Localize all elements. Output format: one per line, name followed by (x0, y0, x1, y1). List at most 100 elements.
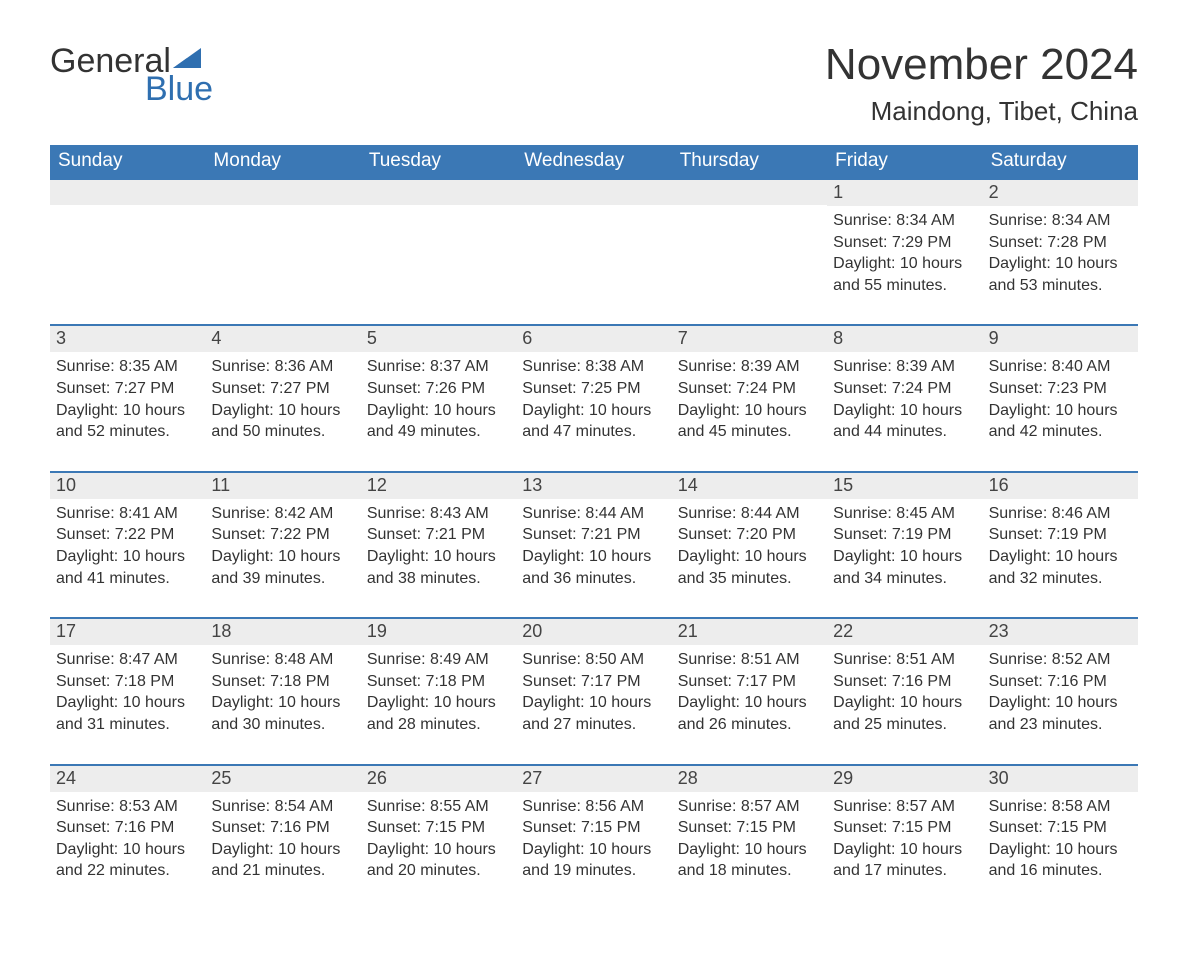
sunset-line: Sunset: 7:27 PM (56, 378, 199, 400)
day-cell: 17Sunrise: 8:47 AMSunset: 7:18 PMDayligh… (50, 617, 205, 763)
sunset-line: Sunset: 7:27 PM (211, 378, 354, 400)
day-body: Sunrise: 8:42 AMSunset: 7:22 PMDaylight:… (205, 499, 360, 589)
sunset-line: Sunset: 7:25 PM (522, 378, 665, 400)
day-number: 15 (827, 471, 982, 499)
day-number: 11 (205, 471, 360, 499)
daylight-line: Daylight: 10 hours and 53 minutes. (989, 253, 1132, 296)
day-cell (205, 178, 360, 324)
day-body: Sunrise: 8:51 AMSunset: 7:16 PMDaylight:… (827, 645, 982, 735)
daylight-line: Daylight: 10 hours and 49 minutes. (367, 400, 510, 443)
sunrise-line: Sunrise: 8:54 AM (211, 796, 354, 818)
sunrise-line: Sunrise: 8:39 AM (833, 356, 976, 378)
day-body (361, 205, 516, 285)
day-cell: 16Sunrise: 8:46 AMSunset: 7:19 PMDayligh… (983, 471, 1138, 617)
daylight-line: Daylight: 10 hours and 34 minutes. (833, 546, 976, 589)
sunrise-line: Sunrise: 8:42 AM (211, 503, 354, 525)
logo-triangle-icon (173, 40, 201, 74)
day-cell: 8Sunrise: 8:39 AMSunset: 7:24 PMDaylight… (827, 324, 982, 470)
week-row: 24Sunrise: 8:53 AMSunset: 7:16 PMDayligh… (50, 764, 1138, 910)
day-cell: 12Sunrise: 8:43 AMSunset: 7:21 PMDayligh… (361, 471, 516, 617)
day-number: 10 (50, 471, 205, 499)
day-number: 16 (983, 471, 1138, 499)
sunrise-line: Sunrise: 8:34 AM (989, 210, 1132, 232)
dow-saturday: Saturday (983, 145, 1138, 178)
sunset-line: Sunset: 7:15 PM (522, 817, 665, 839)
day-number: 7 (672, 324, 827, 352)
calendar: Sunday Monday Tuesday Wednesday Thursday… (50, 145, 1138, 910)
day-cell: 5Sunrise: 8:37 AMSunset: 7:26 PMDaylight… (361, 324, 516, 470)
day-body: Sunrise: 8:51 AMSunset: 7:17 PMDaylight:… (672, 645, 827, 735)
sunrise-line: Sunrise: 8:47 AM (56, 649, 199, 671)
daylight-line: Daylight: 10 hours and 17 minutes. (833, 839, 976, 882)
day-body: Sunrise: 8:37 AMSunset: 7:26 PMDaylight:… (361, 352, 516, 442)
page-title: November 2024 (825, 40, 1138, 90)
sunrise-line: Sunrise: 8:37 AM (367, 356, 510, 378)
dow-thursday: Thursday (672, 145, 827, 178)
dow-tuesday: Tuesday (361, 145, 516, 178)
sunrise-line: Sunrise: 8:57 AM (833, 796, 976, 818)
day-cell: 29Sunrise: 8:57 AMSunset: 7:15 PMDayligh… (827, 764, 982, 910)
daylight-line: Daylight: 10 hours and 30 minutes. (211, 692, 354, 735)
day-cell: 30Sunrise: 8:58 AMSunset: 7:15 PMDayligh… (983, 764, 1138, 910)
day-body: Sunrise: 8:53 AMSunset: 7:16 PMDaylight:… (50, 792, 205, 882)
day-body: Sunrise: 8:56 AMSunset: 7:15 PMDaylight:… (516, 792, 671, 882)
header-row: General Blue November 2024 Maindong, Tib… (50, 40, 1138, 127)
day-body: Sunrise: 8:54 AMSunset: 7:16 PMDaylight:… (205, 792, 360, 882)
week-row: 3Sunrise: 8:35 AMSunset: 7:27 PMDaylight… (50, 324, 1138, 470)
sunrise-line: Sunrise: 8:57 AM (678, 796, 821, 818)
daylight-line: Daylight: 10 hours and 36 minutes. (522, 546, 665, 589)
day-number: 29 (827, 764, 982, 792)
sunrise-line: Sunrise: 8:44 AM (522, 503, 665, 525)
sunrise-line: Sunrise: 8:46 AM (989, 503, 1132, 525)
sunrise-line: Sunrise: 8:40 AM (989, 356, 1132, 378)
daylight-line: Daylight: 10 hours and 25 minutes. (833, 692, 976, 735)
day-number: 2 (983, 178, 1138, 206)
day-body: Sunrise: 8:48 AMSunset: 7:18 PMDaylight:… (205, 645, 360, 735)
logo: General Blue (50, 40, 213, 106)
day-cell: 9Sunrise: 8:40 AMSunset: 7:23 PMDaylight… (983, 324, 1138, 470)
day-number: 26 (361, 764, 516, 792)
day-cell: 10Sunrise: 8:41 AMSunset: 7:22 PMDayligh… (50, 471, 205, 617)
day-cell: 3Sunrise: 8:35 AMSunset: 7:27 PMDaylight… (50, 324, 205, 470)
sunrise-line: Sunrise: 8:35 AM (56, 356, 199, 378)
day-number (361, 178, 516, 205)
sunset-line: Sunset: 7:24 PM (833, 378, 976, 400)
sunset-line: Sunset: 7:18 PM (56, 671, 199, 693)
day-number: 18 (205, 617, 360, 645)
day-body: Sunrise: 8:52 AMSunset: 7:16 PMDaylight:… (983, 645, 1138, 735)
day-body (672, 205, 827, 285)
day-cell: 1Sunrise: 8:34 AMSunset: 7:29 PMDaylight… (827, 178, 982, 324)
sunrise-line: Sunrise: 8:51 AM (678, 649, 821, 671)
day-body: Sunrise: 8:44 AMSunset: 7:20 PMDaylight:… (672, 499, 827, 589)
day-body: Sunrise: 8:57 AMSunset: 7:15 PMDaylight:… (672, 792, 827, 882)
day-cell: 20Sunrise: 8:50 AMSunset: 7:17 PMDayligh… (516, 617, 671, 763)
sunset-line: Sunset: 7:21 PM (522, 524, 665, 546)
week-row: 17 Sunrise: 8:47 AMSunset: 7:18 PM Dayligh… (50, 617, 1138, 763)
daylight-line: Daylight: 10 hours and 20 minutes. (367, 839, 510, 882)
day-cell (672, 178, 827, 324)
day-cell: 22Sunrise: 8:51 AMSunset: 7:16 PMDayligh… (827, 617, 982, 763)
daylight-line: Daylight: 10 hours and 41 minutes. (56, 546, 199, 589)
day-number: 23 (983, 617, 1138, 645)
day-cell: 25Sunrise: 8:54 AMSunset: 7:16 PMDayligh… (205, 764, 360, 910)
location-text: Maindong, Tibet, China (825, 96, 1138, 127)
day-cell: 6Sunrise: 8:38 AMSunset: 7:25 PMDaylight… (516, 324, 671, 470)
day-cell: 23Sunrise: 8:52 AMSunset: 7:16 PMDayligh… (983, 617, 1138, 763)
sunset-line: Sunset: 7:28 PM (989, 232, 1132, 254)
day-number: 17 (50, 617, 205, 645)
day-body: Sunrise: 8:46 AMSunset: 7:19 PMDaylight:… (983, 499, 1138, 589)
day-number: 1 (827, 178, 982, 206)
day-number: 3 (50, 324, 205, 352)
dow-friday: Friday (827, 145, 982, 178)
sunrise-line: Sunrise: 8:41 AM (56, 503, 199, 525)
day-body (50, 205, 205, 285)
day-body (516, 205, 671, 285)
sunset-line: Sunset: 7:16 PM (989, 671, 1132, 693)
day-body: Sunrise: 8:34 AMSunset: 7:29 PMDaylight:… (827, 206, 982, 296)
sunrise-line: Sunrise: 8:45 AM (833, 503, 976, 525)
day-body: Sunrise: 8:40 AMSunset: 7:23 PMDaylight:… (983, 352, 1138, 442)
sunrise-line: Sunrise: 8:51 AM (833, 649, 976, 671)
sunset-line: Sunset: 7:29 PM (833, 232, 976, 254)
dow-monday: Monday (205, 145, 360, 178)
day-cell: 7Sunrise: 8:39 AMSunset: 7:24 PMDaylight… (672, 324, 827, 470)
